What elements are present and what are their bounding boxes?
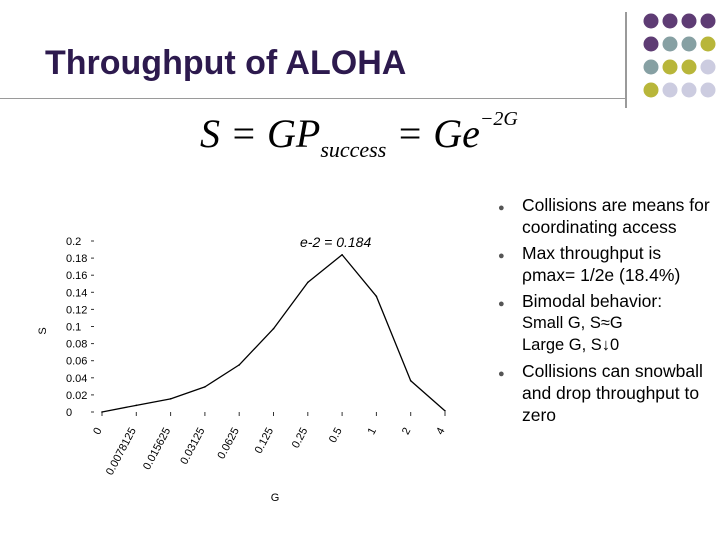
y-tick-label: 0.16 bbox=[66, 270, 87, 282]
y-tick-label: 0 bbox=[66, 407, 72, 419]
data-point bbox=[135, 404, 138, 407]
decor-dot bbox=[643, 36, 659, 52]
bullet-list: ● Collisions are means for coordinating a… bbox=[492, 194, 717, 426]
y-tick-label: 0.2 bbox=[66, 236, 81, 248]
decor-dot bbox=[662, 36, 678, 52]
chart-x-label: G bbox=[271, 492, 280, 504]
data-point bbox=[444, 410, 446, 412]
decor-dot bbox=[700, 59, 716, 75]
chart-y-label: S bbox=[37, 327, 49, 334]
bullet-item: ● Collisions can snowball and drop throug… bbox=[492, 360, 717, 426]
x-tick-label: 0.03125 bbox=[178, 426, 207, 467]
decor-dot bbox=[681, 59, 697, 75]
y-tick-label: 0.02 bbox=[66, 390, 87, 402]
data-point bbox=[409, 379, 412, 382]
y-tick-label: 0.08 bbox=[66, 339, 87, 351]
bullet-dot-icon: ● bbox=[498, 202, 505, 214]
throughput-curve bbox=[101, 254, 446, 413]
bullet-item: ● Bimodal behavior: bbox=[492, 290, 717, 312]
throughput-formula: S = GPsuccess = Ge−2G bbox=[200, 108, 518, 163]
x-tick-label: 2 bbox=[400, 426, 413, 437]
bullet-item: ● Max throughput is ρmax= 1/2e (18.4%) bbox=[492, 242, 717, 286]
x-tick-label: 0.015625 bbox=[141, 426, 173, 472]
decor-dot bbox=[643, 82, 659, 98]
bullet-dot-icon: ● bbox=[498, 368, 505, 380]
bullet-text: Max throughput is ρmax= 1/2e (18.4%) bbox=[522, 243, 681, 285]
y-tick-label: 0.18 bbox=[66, 253, 87, 265]
decor-dot bbox=[681, 82, 697, 98]
x-tick-label: 0.0078125 bbox=[104, 426, 139, 478]
x-tick-label: 0 bbox=[91, 426, 104, 437]
data-point bbox=[101, 411, 103, 413]
bullet-text: Collisions are means for coordinating ac… bbox=[522, 195, 710, 237]
bullet-text: Collisions can snowball and drop through… bbox=[522, 361, 703, 425]
decor-dot bbox=[700, 82, 716, 98]
data-point bbox=[272, 327, 275, 330]
decor-dot bbox=[643, 59, 659, 75]
bullet-item: ● Collisions are means for coordinating a… bbox=[492, 194, 717, 238]
header-horizontal-rule bbox=[0, 98, 625, 99]
data-point bbox=[238, 364, 240, 366]
y-tick-label: 0.04 bbox=[66, 373, 87, 385]
decor-dot bbox=[662, 13, 678, 29]
slide-title: Throughput of ALOHA bbox=[45, 44, 407, 82]
formula-lhs: S = GP bbox=[200, 111, 321, 156]
decor-dot bbox=[662, 59, 678, 75]
decor-dot bbox=[662, 82, 678, 98]
x-tick-label: 1 bbox=[366, 426, 379, 437]
bullet-text: Large G, S↓0 bbox=[522, 336, 620, 354]
data-point bbox=[204, 386, 206, 388]
decor-dot bbox=[643, 13, 659, 29]
x-tick-label: 4 bbox=[434, 426, 447, 437]
decor-dot bbox=[681, 13, 697, 29]
data-point bbox=[375, 295, 378, 298]
formula-mid: = Ge bbox=[386, 111, 480, 156]
y-tick-label: 0.06 bbox=[66, 356, 87, 368]
decor-dot bbox=[700, 36, 716, 52]
y-tick-label: 0.14 bbox=[66, 287, 87, 299]
x-tick-label: 0.5 bbox=[327, 426, 345, 445]
sub-bullet-item: Large G, S↓0 bbox=[492, 334, 717, 356]
decor-dot bbox=[700, 13, 716, 29]
bullet-dot-icon: ● bbox=[498, 298, 505, 310]
x-tick-label: 0.125 bbox=[253, 426, 277, 456]
x-tick-label: 0.25 bbox=[290, 426, 311, 451]
formula-subscript: success bbox=[320, 137, 387, 162]
bullet-text: Bimodal behavior: bbox=[522, 291, 663, 311]
sub-bullet-item: Small G, S≈G bbox=[492, 312, 717, 334]
header-vertical-rule bbox=[625, 12, 627, 108]
data-point bbox=[341, 253, 343, 256]
bullet-dot-icon: ● bbox=[498, 250, 505, 262]
y-tick-label: 0.12 bbox=[66, 304, 87, 316]
y-tick-label: 0.1 bbox=[66, 322, 81, 334]
formula-superscript: −2G bbox=[479, 108, 518, 130]
x-tick-label: 0.0625 bbox=[215, 426, 241, 461]
data-point bbox=[169, 398, 172, 400]
chart-annotation: e-2 = 0.184 bbox=[300, 234, 371, 250]
bullet-text: Small G, S≈G bbox=[522, 314, 623, 332]
decor-dot bbox=[681, 36, 697, 52]
data-point bbox=[307, 281, 309, 284]
